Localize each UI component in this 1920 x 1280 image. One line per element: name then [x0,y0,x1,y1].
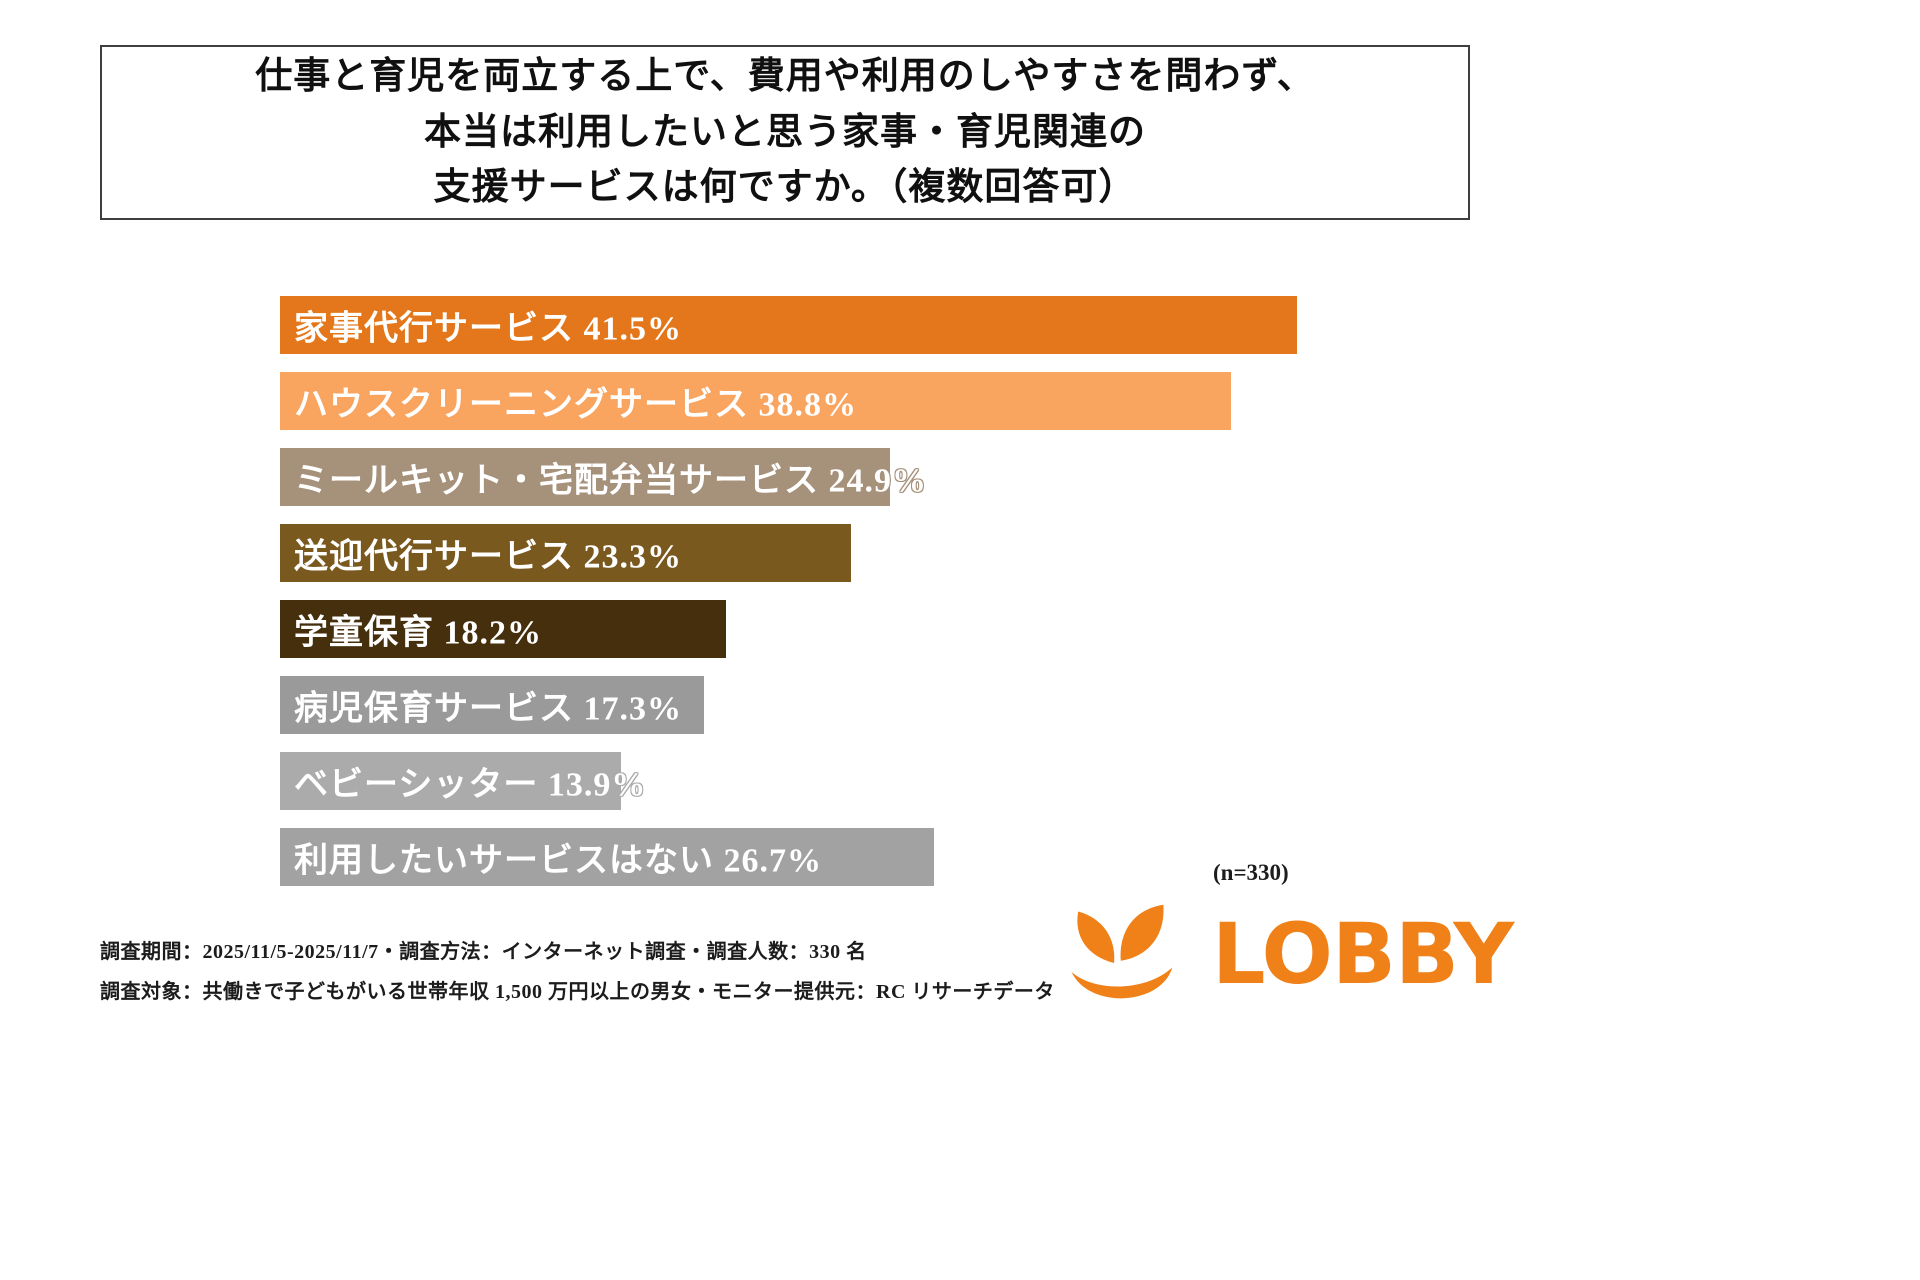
lobby-petals-icon [1071,904,1173,999]
survey-note-line-1: 調査期間：2025/11/5-2025/11/7・調査方法：インターネット調査・… [100,941,867,963]
bar-row: 利用したいサービスはない 26.7% [280,828,1480,886]
survey-note-line-2: 調査対象：共働きで子どもがいる世帯年収 1,500 万円以上の男女・モニター提供… [100,981,1055,1003]
title-line-2: 本当は利用したいと思う家事・育児関連の [424,111,1146,153]
bar-label: 送迎代行サービス 23.3% [294,538,682,576]
bar-8 [280,828,935,886]
bar-row: ミールキット・宅配弁当サービス 24.9% [280,448,1480,506]
survey-notes: 調査期間：2025/11/5-2025/11/7・調査方法：インターネット調査・… [100,932,1055,1012]
lobby-logo-text: LOBBY [1212,905,1514,1003]
bar-label: 学童保育 18.2% [294,614,542,652]
bar-row: 家事代行サービス 41.5% [280,296,1480,354]
bar-label: 利用したいサービスはない 26.7% [294,842,822,880]
title-line-1: 仕事と育児を両立する上で、費用や利用のしやすさを問わず、 [255,56,1315,98]
bar-row: 送迎代行サービス 23.3% [280,524,1480,582]
bar-label: 病児保育サービス 17.3% [294,690,682,728]
lobby-logo: LOBBY [1048,898,1514,1010]
bar-label: ハウスクリーニングサービス 38.8% [294,386,857,424]
bar-label: 家事代行サービス 41.5% [294,310,682,348]
bar-row: 学童保育 18.2% [280,600,1480,658]
bar-row: ハウスクリーニングサービス 38.8% [280,372,1480,430]
bar-label: ミールキット・宅配弁当サービス 24.9% [294,462,927,500]
bar-row: ベビーシッター 13.9% [280,752,1480,810]
survey-question-box: 仕事と育児を両立する上で、費用や利用のしやすさを問わず、 本当は利用したいと思う… [100,45,1470,220]
sample-size-label: (n=330) [1213,860,1289,885]
bar-label: ベビーシッター 13.9% [294,766,647,804]
bar-row: 病児保育サービス 17.3% [280,676,1480,734]
bar-4 [280,524,851,582]
page-title: 仕事と育児を両立する上で、費用や利用のしやすさを問わず、 本当は利用したいと思う… [255,49,1315,216]
bar-7 [280,752,621,810]
bar-3 [280,448,891,506]
bar-6 [280,676,704,734]
bar-chart: 家事代行サービス 41.5% ハウスクリーニングサービス 38.8% ミールキット・… [280,296,1480,904]
bar-5 [280,600,726,658]
bar-2 [280,372,1231,430]
title-line-3: 支援サービスは何ですか。（複数回答可） [433,167,1137,209]
bar-1 [280,296,1297,354]
